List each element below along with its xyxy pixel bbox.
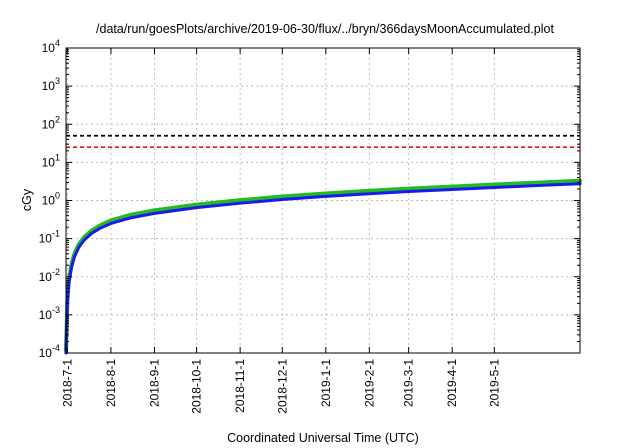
x-tick-label: 2018-8-1 [104, 359, 118, 407]
axis-ticks [66, 47, 580, 354]
x-tick-label: 2018-9-1 [147, 359, 161, 407]
y-tick-label: 104 [42, 38, 60, 55]
grid [66, 48, 580, 353]
y-tick-labels: 10-4 10-3 10-2 10-1 100 101 102 103 104 [39, 38, 60, 360]
y-tick-label: 103 [42, 76, 60, 93]
x-axis-label: Coordinated Universal Time (UTC) [227, 431, 419, 445]
x-tick-label: 2018-7-1 [60, 359, 74, 407]
x-tick-label: 2019-5-1 [487, 359, 501, 407]
x-tick-label: 2018-11-1 [233, 359, 247, 413]
x-tick-label: 2018-12-1 [275, 359, 289, 414]
y-tick-label: 10-2 [39, 267, 60, 284]
x-tick-label: 2019-4-1 [445, 359, 459, 407]
x-tick-label: 2019-2-1 [362, 359, 376, 407]
y-tick-label: 10-4 [39, 343, 60, 360]
x-tick-label: 2019-3-1 [402, 359, 416, 407]
series-line [64, 178, 582, 352]
x-tick-labels: 2018-7-1 2018-8-1 2018-9-1 2018-10-1 2018-11… [60, 359, 501, 414]
y-axis-label: cGy [20, 188, 34, 211]
threshold-lines [66, 134, 580, 149]
y-tick-label: 10-3 [39, 305, 60, 322]
y-tick-label: 10-1 [39, 229, 60, 246]
y-tick-label: 100 [42, 191, 60, 208]
chart-title: /data/run/goesPlots/archive/2019-06-30/f… [96, 22, 554, 36]
series-line [64, 182, 582, 355]
series-lines [64, 178, 582, 355]
x-tick-label: 2019-1-1 [319, 359, 333, 407]
x-tick-label: 2018-10-1 [190, 359, 204, 414]
y-tick-label: 101 [42, 152, 60, 169]
y-tick-label: 102 [42, 114, 60, 131]
